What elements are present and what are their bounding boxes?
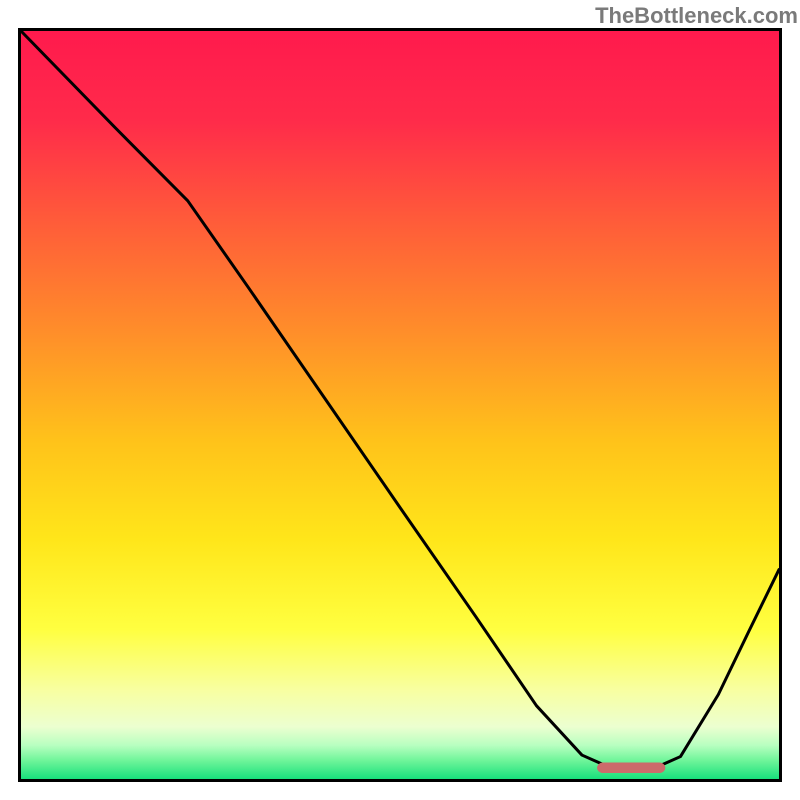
bottleneck-chart: TheBottleneck.com <box>0 0 800 800</box>
gradient-background <box>21 31 779 779</box>
plot-svg <box>18 28 782 782</box>
plot-area <box>18 28 782 782</box>
watermark-label: TheBottleneck.com <box>595 3 798 29</box>
optimal-range-marker <box>597 763 665 773</box>
